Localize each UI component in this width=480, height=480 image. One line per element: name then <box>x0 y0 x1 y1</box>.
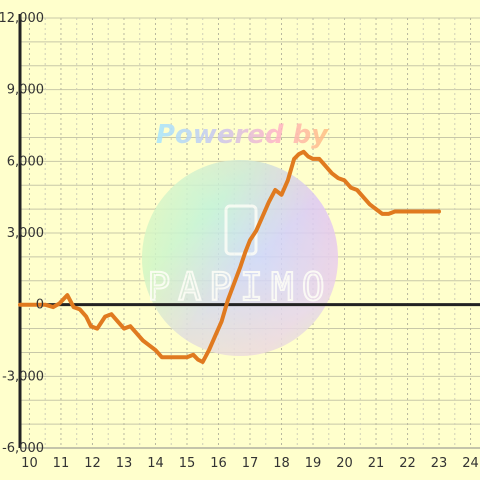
x-tick-label: 24 <box>462 456 479 471</box>
x-tick-label: 17 <box>242 456 259 471</box>
x-tick-label: 13 <box>116 456 133 471</box>
x-tick-label: 18 <box>273 456 290 471</box>
x-tick-label: 15 <box>179 456 196 471</box>
watermark-papimo: PAPIMO <box>147 265 332 309</box>
series-layer <box>18 149 441 364</box>
y-tick-label: 0 <box>36 298 44 313</box>
y-tick-label: -3,000 <box>2 369 44 384</box>
x-tick-label: 21 <box>368 456 385 471</box>
x-tick-label: 14 <box>147 456 164 471</box>
watermark-disc-overlay <box>142 160 338 356</box>
y-tick-label: 12,000 <box>0 11 44 26</box>
y-tick-label: -6,000 <box>2 441 44 456</box>
y-tick-label: 9,000 <box>7 83 44 98</box>
y-tick-label: 6,000 <box>7 154 44 169</box>
x-tick-label: 23 <box>431 456 448 471</box>
x-tick-label: 12 <box>84 456 101 471</box>
x-axis-tick-labels: 10 11 12 13 14 15 16 17 18 19 20 21 22 23 24 <box>21 456 479 471</box>
x-tick-label: 16 <box>210 456 227 471</box>
x-tick-label: 22 <box>399 456 416 471</box>
x-tick-label: 19 <box>305 456 322 471</box>
x-tick-label: 10 <box>21 456 38 471</box>
x-tick-label: 20 <box>336 456 353 471</box>
axes <box>18 14 480 449</box>
papimo-watermark: Powered by PAPIMO <box>142 120 338 356</box>
y-tick-label: 3,000 <box>7 226 44 241</box>
x-tick-label: 11 <box>53 456 70 471</box>
y-axis-tick-labels: 12,000 9,000 6,000 3,000 0 -3,000 -6,000 <box>0 11 44 456</box>
series-line-0 <box>18 149 441 364</box>
watermark-powered-by: Powered by <box>156 120 329 150</box>
